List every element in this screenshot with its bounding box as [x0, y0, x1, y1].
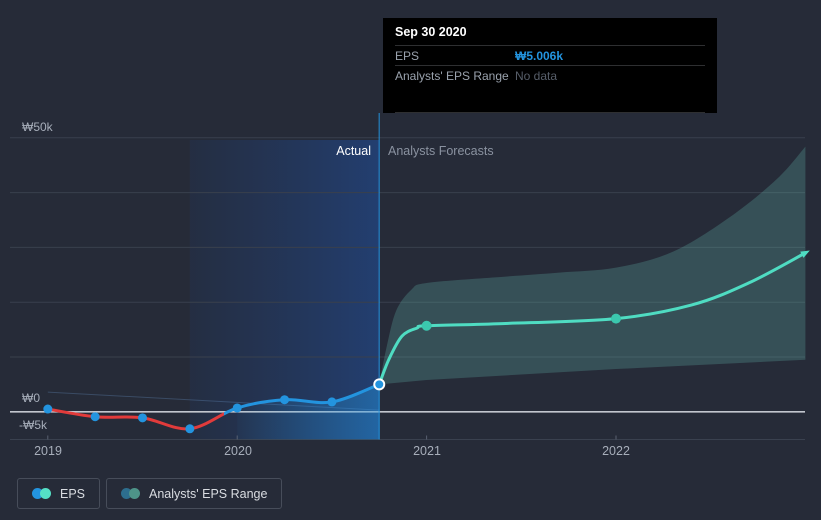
tooltip-eps-row: EPS ₩5.006k — [395, 45, 705, 65]
chart-legend: EPS Analysts' EPS Range — [17, 478, 282, 509]
y-axis-label-50k: ₩50k — [22, 120, 53, 134]
actual-point-0[interactable] — [43, 405, 52, 414]
legend-chip-analysts-eps-range[interactable]: Analysts' EPS Range — [106, 478, 282, 509]
forecast-point-0[interactable] — [422, 321, 432, 331]
y-axis-label-neg5k: -₩5k — [19, 418, 47, 432]
tooltip-range-value: No data — [515, 69, 557, 83]
legend-chip-eps[interactable]: EPS — [17, 478, 100, 509]
forecast-point-1[interactable] — [611, 314, 621, 324]
tooltip-footer-divider — [395, 112, 705, 120]
tooltip-date-title: Sep 30 2020 — [395, 18, 705, 45]
forecast-section-label: Analysts Forecasts — [388, 144, 494, 158]
actual-point-4[interactable] — [233, 403, 242, 412]
tooltip-eps-value: ₩5.006k — [515, 49, 563, 63]
eps-chart-panel: ₩50k ₩0 -₩5k 2019 2020 2021 2022 Actual … — [0, 0, 821, 520]
range-series-color-icon — [121, 488, 140, 499]
actual-section-label: Actual — [336, 144, 371, 158]
x-axis-label-2020: 2020 — [224, 444, 252, 458]
tooltip-range-label: Analysts' EPS Range — [395, 69, 515, 83]
y-axis-label-0: ₩0 — [22, 391, 40, 405]
eps-series-color-icon — [32, 488, 51, 499]
tooltip-range-row: Analysts' EPS Range No data — [395, 65, 705, 85]
actual-highlight-region — [190, 140, 379, 440]
hover-tooltip: Sep 30 2020 EPS ₩5.006k Analysts' EPS Ra… — [383, 18, 717, 113]
x-axis-label-2021: 2021 — [413, 444, 441, 458]
actual-point-3[interactable] — [185, 424, 194, 433]
legend-range-label: Analysts' EPS Range — [149, 487, 267, 501]
analyst-eps-range-band — [379, 147, 805, 385]
actual-point-2[interactable] — [138, 413, 147, 422]
x-axis-label-2022: 2022 — [602, 444, 630, 458]
selected-point-sep-30-2020[interactable] — [374, 379, 384, 389]
tooltip-eps-label: EPS — [395, 49, 515, 63]
actual-point-5[interactable] — [280, 395, 289, 404]
actual-point-1[interactable] — [91, 412, 100, 421]
x-axis-label-2019: 2019 — [34, 444, 62, 458]
legend-eps-label: EPS — [60, 487, 85, 501]
tooltip-spacer — [395, 85, 705, 112]
actual-point-6[interactable] — [327, 397, 336, 406]
